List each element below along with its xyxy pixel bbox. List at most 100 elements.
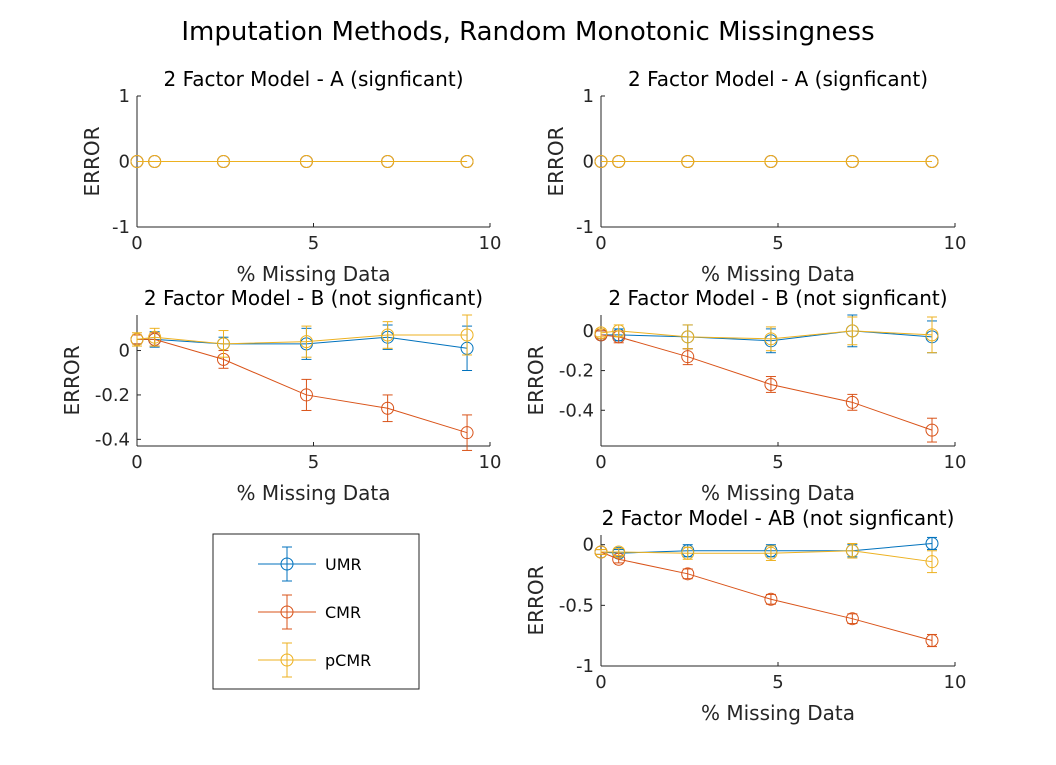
- y-tick-label: 1: [583, 86, 594, 107]
- data-point: [681, 350, 695, 364]
- data-point: [612, 155, 626, 168]
- data-point: [764, 546, 778, 560]
- x-axis-label: % Missing Data: [701, 701, 855, 725]
- y-tick-label: -0.2: [95, 385, 130, 406]
- y-tick-label: -1: [576, 217, 594, 238]
- subplot-title: 2 Factor Model - B (not signficant): [608, 286, 947, 310]
- data-point: [612, 324, 626, 338]
- x-axis-label: % Missing Data: [701, 481, 855, 505]
- x-tick-label: 10: [944, 672, 967, 693]
- legend-label: CMR: [325, 603, 361, 622]
- y-tick-label: -0.2: [559, 361, 594, 382]
- data-point: [681, 567, 695, 581]
- series-line: [137, 338, 468, 434]
- series-line: [600, 330, 933, 340]
- data-point: [764, 155, 778, 168]
- y-axis-label: ERROR: [544, 126, 568, 196]
- data-point: [845, 395, 859, 409]
- data-point: [216, 155, 230, 168]
- data-point: [299, 388, 313, 402]
- x-tick-label: 10: [479, 452, 502, 473]
- subplot-3: 0 5 10 -0.4 -0.2 0 % Missing Data ERROR 2 Factor…: [60, 286, 501, 505]
- subplot-title: 2 Factor Model - AB (not signficant): [602, 506, 955, 530]
- data-point: [764, 377, 778, 391]
- series-pcmr: [594, 542, 939, 574]
- subplot-title: 2 Factor Model - A (signficant): [628, 67, 928, 91]
- x-axis-label: % Missing Data: [236, 262, 390, 286]
- x-tick-label: 0: [595, 233, 606, 254]
- x-tick-label: 10: [944, 233, 967, 254]
- data-point: [681, 155, 695, 168]
- data-point: [130, 155, 144, 168]
- x-tick-label: 0: [131, 452, 142, 473]
- legend-entry-pcmr: pCMR: [258, 642, 371, 678]
- data-point: [216, 337, 230, 351]
- x-tick-label: 0: [131, 233, 142, 254]
- data-point: [764, 332, 778, 346]
- y-axis-label: ERROR: [80, 126, 104, 196]
- series-pcmr: [594, 316, 939, 354]
- x-tick-label: 5: [772, 672, 783, 693]
- data-point: [594, 326, 608, 340]
- legend-marker: [280, 653, 294, 667]
- data-point: [612, 545, 626, 559]
- data-point: [130, 332, 144, 346]
- data-point: [381, 401, 395, 415]
- y-tick-label: -1: [576, 656, 594, 677]
- y-tick-label: -0.4: [95, 429, 130, 450]
- data-point: [148, 155, 162, 168]
- data-point: [299, 335, 313, 349]
- y-axis-label: ERROR: [524, 565, 548, 635]
- y-tick-label: 1: [119, 86, 130, 107]
- legend-entry-cmr: CMR: [258, 594, 361, 630]
- x-tick-label: 5: [772, 452, 783, 473]
- series-pcmr: [130, 155, 474, 168]
- y-axis-label: ERROR: [60, 345, 84, 415]
- y-tick-label: 0: [119, 341, 130, 362]
- legend-label: pCMR: [325, 651, 371, 670]
- x-tick-label: 5: [772, 233, 783, 254]
- data-point: [845, 612, 859, 626]
- y-tick-label: -0.4: [559, 400, 594, 421]
- data-point: [460, 328, 474, 342]
- series-line: [136, 334, 468, 345]
- data-point: [925, 328, 939, 342]
- y-axis-label: ERROR: [524, 345, 548, 415]
- y-tick-label: 0: [583, 321, 594, 342]
- data-point: [681, 330, 695, 344]
- data-point: [460, 426, 474, 440]
- series-line: [600, 542, 933, 554]
- x-tick-label: 5: [308, 452, 319, 473]
- x-tick-label: 5: [308, 233, 319, 254]
- legend-entry-umr: UMR: [258, 546, 362, 582]
- y-tick-label: -0.5: [559, 595, 594, 616]
- legend: UMR CMR pCMR: [212, 533, 420, 690]
- subplot-title: 2 Factor Model - B (not signficant): [144, 286, 483, 310]
- data-point: [594, 545, 608, 559]
- data-point: [764, 592, 778, 606]
- data-point: [594, 155, 608, 168]
- x-tick-label: 0: [595, 672, 606, 693]
- x-axis-label: % Missing Data: [236, 481, 390, 505]
- series-pcmr: [130, 314, 474, 358]
- data-point: [925, 555, 939, 569]
- data-point: [925, 536, 939, 550]
- x-tick-label: 10: [944, 452, 967, 473]
- y-tick-label: 0: [583, 535, 594, 556]
- data-point: [381, 155, 395, 168]
- data-point: [681, 546, 695, 560]
- y-tick-label: -1: [112, 217, 130, 238]
- data-point: [148, 330, 162, 344]
- data-point: [381, 328, 395, 342]
- series-line: [601, 550, 933, 563]
- figure-title: Imputation Methods, Random Monotonic Mis…: [181, 17, 874, 47]
- data-point: [845, 324, 859, 338]
- series-line: [600, 551, 933, 642]
- y-tick-label: 0: [583, 152, 594, 173]
- y-tick-label: 0: [119, 152, 130, 173]
